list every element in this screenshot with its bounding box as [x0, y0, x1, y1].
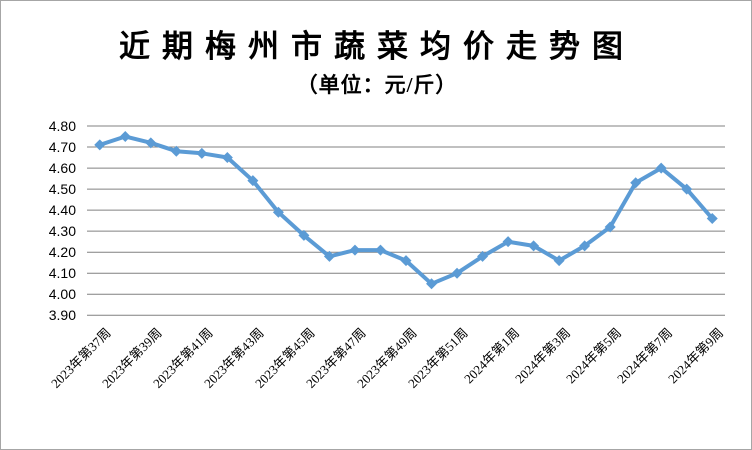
data-point-marker [94, 139, 106, 151]
data-point-marker [247, 175, 259, 187]
data-point-marker [681, 183, 693, 195]
data-point-marker [553, 255, 565, 267]
y-axis-tick-label: 4.00 [48, 286, 76, 303]
data-point-marker [451, 267, 463, 279]
data-point-marker [170, 145, 182, 157]
data-point-marker [221, 152, 233, 164]
y-axis-tick-label: 4.20 [48, 244, 76, 261]
y-axis-tick-label: 3.90 [48, 307, 76, 324]
y-axis-tick-label: 4.80 [48, 118, 76, 134]
y-axis-tick-label: 4.60 [48, 160, 76, 177]
data-point-marker [604, 221, 616, 233]
data-point-marker [323, 250, 335, 262]
y-axis-tick-label: 4.50 [48, 181, 76, 198]
chart-subtitle: （单位：元/斤） [296, 73, 458, 97]
data-point-marker [426, 278, 438, 290]
data-point-marker [528, 240, 540, 252]
data-point-marker [119, 131, 131, 143]
y-axis-tick-label: 4.70 [48, 139, 76, 156]
data-point-marker [349, 244, 361, 256]
data-point-marker [579, 240, 591, 252]
data-point-marker [706, 213, 718, 225]
data-point-marker [400, 255, 412, 267]
data-point-marker [272, 206, 284, 218]
data-point-marker [630, 177, 642, 189]
y-axis-tick-label: 4.30 [48, 223, 76, 240]
data-point-marker [145, 137, 157, 149]
chart-title: 近期梅州市蔬菜均价走势图 [119, 29, 635, 64]
y-axis-tick-label: 4.40 [48, 202, 76, 219]
data-point-marker [298, 229, 310, 241]
data-point-marker [196, 147, 208, 159]
y-axis-tick-label: 4.10 [48, 265, 76, 282]
data-point-marker [477, 250, 489, 262]
data-point-marker [502, 236, 514, 248]
data-point-marker [655, 162, 667, 174]
data-point-marker [374, 244, 386, 256]
